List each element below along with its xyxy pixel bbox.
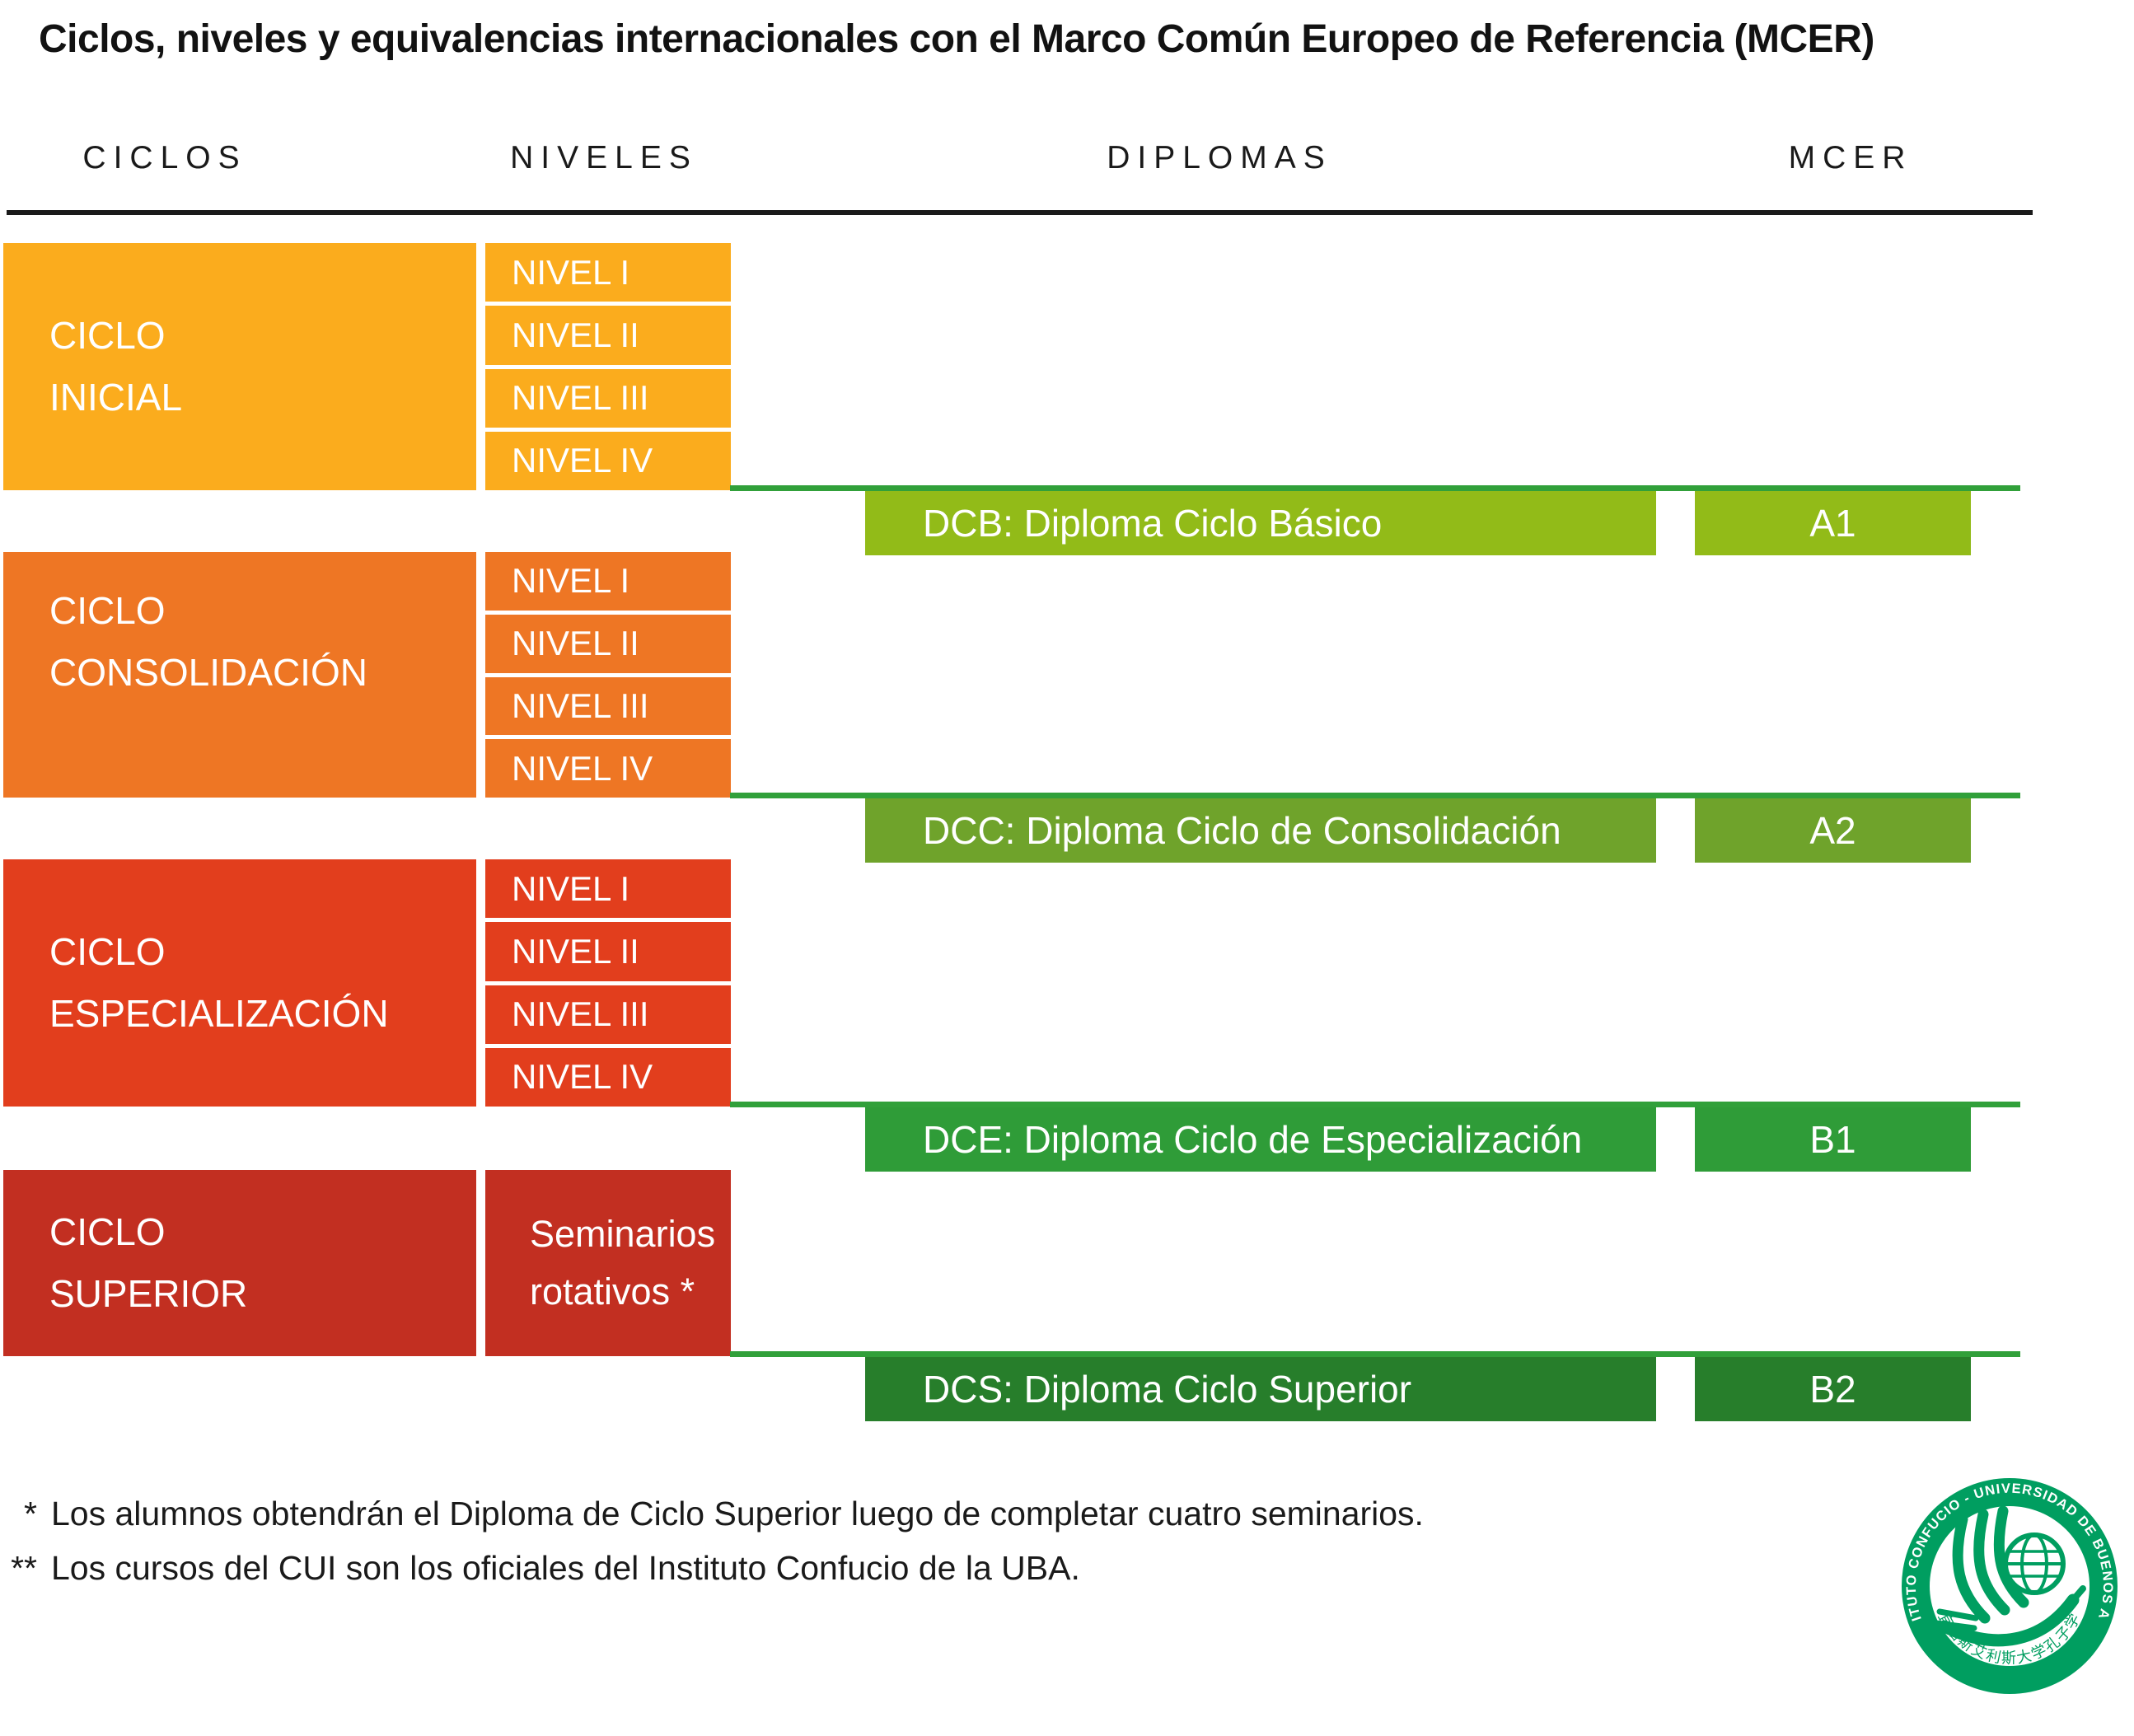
footnote-text: Los cursos del CUI son los oficiales del… xyxy=(51,1549,1080,1587)
mcer-label: A1 xyxy=(1809,502,1856,545)
level-label: NIVEL II xyxy=(512,624,639,663)
level-label: NIVEL III xyxy=(512,994,649,1034)
mcer-label: A2 xyxy=(1809,809,1856,852)
mcer-box-a2: A2 xyxy=(1695,798,1971,863)
diploma-label: DCB: Diploma Ciclo Básico xyxy=(923,502,1383,545)
mcer-box-b1: B1 xyxy=(1695,1107,1971,1172)
footnote-1: * Los alumnos obtendrán el Diploma de Ci… xyxy=(0,1493,1424,1535)
connector-line xyxy=(730,485,2020,491)
level-box: NIVEL II xyxy=(485,922,731,981)
diploma-bar-dce: DCE: Diploma Ciclo de Especialización xyxy=(865,1107,1656,1172)
cycle-block-consolidacion: CICLO CONSOLIDACIÓN xyxy=(3,552,476,798)
level-label: NIVEL III xyxy=(512,378,649,418)
level-label: NIVEL I xyxy=(512,561,630,601)
seminars-box: Seminarios rotativos * xyxy=(485,1170,731,1356)
level-box: NIVEL I xyxy=(485,859,731,919)
level-label: NIVEL I xyxy=(512,868,630,908)
level-box: NIVEL II xyxy=(485,306,731,365)
connector-line xyxy=(730,1351,2020,1357)
dove-globe-emblem xyxy=(1933,1505,2086,1647)
page-title: Ciclos, niveles y equivalencias internac… xyxy=(39,17,1874,61)
connector-line xyxy=(730,1102,2020,1107)
level-box: NIVEL IV xyxy=(485,431,731,490)
cycle-block-especializacion: CICLO ESPECIALIZACIÓN xyxy=(3,859,476,1107)
cycle-label: CICLO CONSOLIDACIÓN xyxy=(49,589,367,694)
seminars-label: Seminarios rotativos * xyxy=(530,1213,716,1313)
level-box: NIVEL IV xyxy=(485,1047,731,1107)
cycle-block-superior: CICLO SUPERIOR xyxy=(3,1170,476,1356)
column-header-mcer: MCER xyxy=(1788,140,1913,175)
level-box: NIVEL I xyxy=(485,243,731,302)
level-box: NIVEL II xyxy=(485,614,731,673)
levels-column: NIVEL I NIVEL II NIVEL III NIVEL IV xyxy=(485,859,731,1107)
level-label: NIVEL I xyxy=(512,252,630,292)
cycle-block-inicial: CICLO INICIAL xyxy=(3,243,476,490)
levels-column: NIVEL I NIVEL II NIVEL III NIVEL IV xyxy=(485,552,731,798)
mcer-label: B2 xyxy=(1809,1368,1856,1411)
level-label: NIVEL III xyxy=(512,686,649,725)
column-header-diplomas: DIPLOMAS xyxy=(1107,140,1332,175)
footnote-text: Los alumnos obtendrán el Diploma de Cicl… xyxy=(51,1495,1424,1532)
level-label: NIVEL II xyxy=(512,931,639,971)
diploma-bar-dcb: DCB: Diploma Ciclo Básico xyxy=(865,491,1656,555)
footnote-marker: ** xyxy=(11,1549,37,1587)
level-label: NIVEL IV xyxy=(512,748,653,788)
levels-column: NIVEL I NIVEL II NIVEL III NIVEL IV xyxy=(485,243,731,490)
level-label: NIVEL IV xyxy=(512,1057,653,1097)
level-label: NIVEL IV xyxy=(512,441,653,480)
header-rule xyxy=(7,210,2033,215)
cycle-label: CICLO ESPECIALIZACIÓN xyxy=(49,930,389,1035)
diploma-bar-dcs: DCS: Diploma Ciclo Superior xyxy=(865,1357,1656,1421)
mcer-box-b2: B2 xyxy=(1695,1357,1971,1421)
diploma-label: DCE: Diploma Ciclo de Especialización xyxy=(923,1118,1583,1161)
mcer-box-a1: A1 xyxy=(1695,491,1971,555)
footnote-2: ** Los cursos del CUI son los oficiales … xyxy=(0,1547,1080,1589)
level-box: NIVEL III xyxy=(485,985,731,1044)
connector-line xyxy=(730,793,2020,798)
level-box: NIVEL III xyxy=(485,368,731,428)
column-header-ciclos: CICLOS xyxy=(82,140,247,175)
diploma-label: DCS: Diploma Ciclo Superior xyxy=(923,1368,1412,1411)
column-header-niveles: NIVELES xyxy=(510,140,698,175)
level-box: NIVEL I xyxy=(485,552,731,611)
cycle-label: CICLO INICIAL xyxy=(49,314,183,419)
level-box: NIVEL III xyxy=(485,676,731,736)
diploma-label: DCC: Diploma Ciclo de Consolidación xyxy=(923,809,1561,852)
level-box: NIVEL IV xyxy=(485,739,731,798)
instituto-confucio-uba-logo: INSTITUTO CONFUCIO - UNIVERSIDAD DE BUEN… xyxy=(1900,1476,2118,1694)
mcer-label: B1 xyxy=(1809,1118,1856,1161)
diploma-bar-dcc: DCC: Diploma Ciclo de Consolidación xyxy=(865,798,1656,863)
cycle-label: CICLO SUPERIOR xyxy=(49,1210,248,1315)
footnote-marker: * xyxy=(24,1495,37,1532)
level-label: NIVEL II xyxy=(512,315,639,354)
